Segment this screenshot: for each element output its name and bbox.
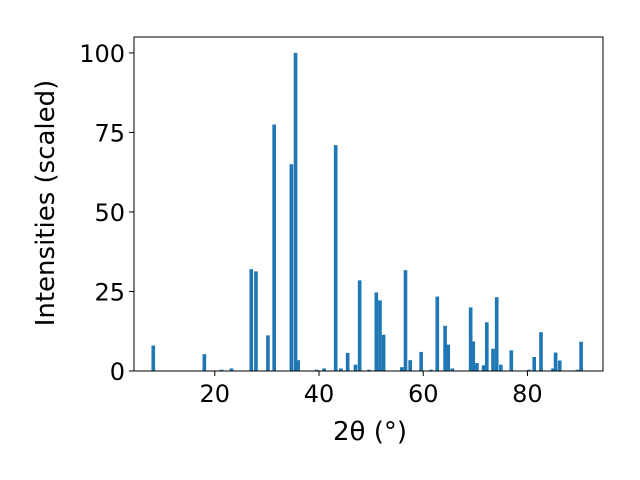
- bar: [527, 369, 531, 371]
- bar: [481, 365, 486, 371]
- bar: [499, 364, 503, 371]
- bar: [229, 368, 234, 371]
- bar: [296, 360, 300, 371]
- bar: [314, 369, 319, 371]
- bar: [579, 341, 583, 371]
- bar: [249, 269, 254, 371]
- bar: [468, 307, 473, 371]
- bar-series: [151, 52, 583, 372]
- bar: [378, 300, 382, 371]
- x-axis: 20 40 60 80: [199, 371, 543, 408]
- bar: [408, 360, 413, 371]
- bar: [374, 292, 379, 371]
- bar: [419, 351, 423, 371]
- y-tick-label: 100: [79, 40, 125, 68]
- bar: [357, 280, 362, 371]
- y-tick-label: 75: [94, 119, 125, 147]
- x-tick-label: 20: [199, 380, 230, 408]
- x-axis-label: 2θ (°): [333, 417, 407, 447]
- bar: [272, 124, 276, 371]
- bar: [471, 341, 476, 371]
- bar: [532, 357, 537, 371]
- y-tick-label: 50: [94, 199, 125, 227]
- bar: [339, 368, 343, 371]
- bar: [557, 360, 562, 371]
- bar: [367, 369, 371, 371]
- bar: [435, 296, 440, 371]
- plot-frame: [133, 36, 604, 372]
- bar: [509, 350, 514, 371]
- bar: [403, 270, 408, 371]
- y-tick-label: 25: [94, 278, 125, 306]
- bar: [491, 348, 495, 371]
- y-axis-label: Intensities (scaled): [31, 80, 61, 327]
- bar: [254, 271, 258, 371]
- bar: [202, 354, 207, 371]
- bar: [429, 369, 433, 371]
- x-tick-label: 80: [512, 380, 543, 408]
- y-axis: 0 25 50 75 100: [79, 40, 134, 386]
- x-tick-label: 40: [304, 380, 335, 408]
- bar: [551, 368, 555, 371]
- bar: [450, 368, 455, 371]
- x-tick-label: 60: [408, 380, 439, 408]
- bar: [289, 164, 294, 371]
- bar: [322, 368, 327, 371]
- bar: [266, 335, 270, 371]
- bar: [219, 369, 224, 371]
- bar: [151, 345, 156, 371]
- bar: [353, 364, 358, 371]
- bar: [446, 344, 451, 371]
- bar: [484, 322, 489, 371]
- bar: [443, 325, 447, 371]
- bar: [381, 334, 386, 371]
- y-tick-label: 0: [110, 358, 125, 386]
- bar: [475, 363, 479, 371]
- bar: [400, 367, 404, 371]
- bar: [539, 332, 543, 371]
- bar: [575, 369, 580, 371]
- bar: [345, 352, 350, 371]
- bar: [293, 52, 298, 372]
- bar: [333, 145, 338, 371]
- bar: [553, 352, 558, 371]
- bar: [494, 297, 499, 371]
